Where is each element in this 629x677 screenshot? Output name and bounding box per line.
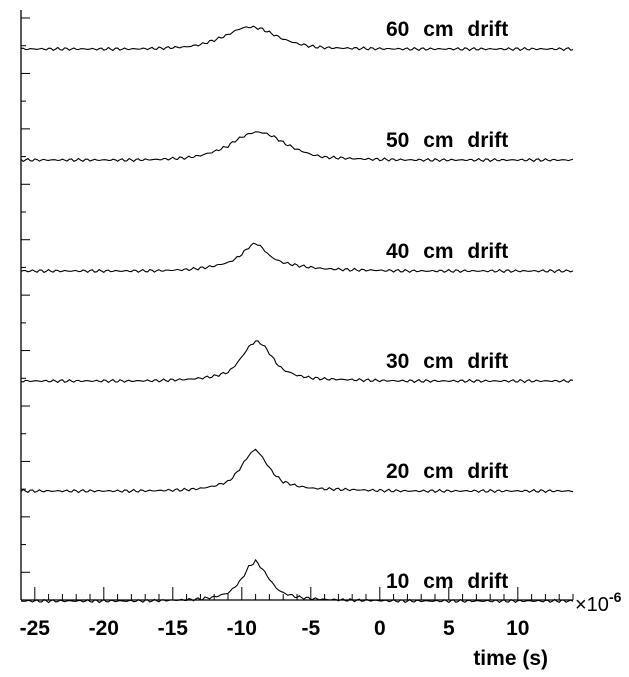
x-tick-label: -5 — [301, 617, 320, 640]
x-tick-label: -15 — [158, 617, 189, 640]
x-multiplier: ×10-6 — [575, 589, 622, 616]
x-tick-label: 5 — [443, 617, 455, 640]
series-line — [20, 242, 574, 274]
series-label: 60 cm drift — [386, 18, 508, 41]
x-tick-label: 10 — [506, 617, 529, 640]
series-label: 20 cm drift — [386, 460, 508, 483]
series-label: 50 cm drift — [386, 129, 508, 152]
series-line — [20, 131, 574, 163]
series-line — [20, 340, 574, 384]
x-tick-label: -25 — [20, 617, 51, 640]
x-tick-label: 0 — [374, 617, 386, 640]
series-line — [20, 25, 574, 52]
x-tick-label: -10 — [227, 617, 257, 640]
series-label: 30 cm drift — [386, 350, 508, 373]
x-axis-title: time (s) — [473, 647, 548, 670]
series-label: 10 cm drift — [386, 570, 508, 593]
series-label: 40 cm drift — [386, 240, 508, 263]
series-line — [20, 448, 574, 494]
x-tick-label: -20 — [89, 617, 119, 640]
